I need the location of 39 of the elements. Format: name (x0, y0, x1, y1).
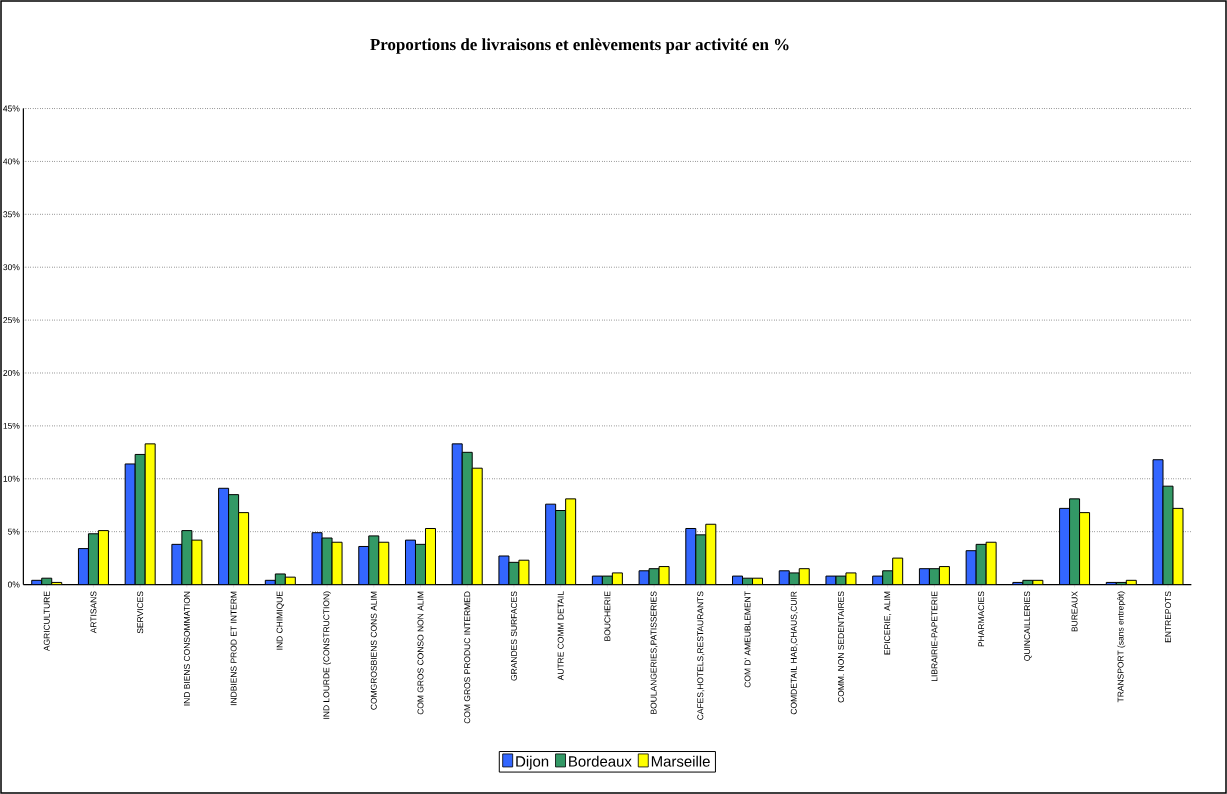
x-tick-label: ENTREPOTS (1165, 591, 1171, 643)
legend-label: Dijon (516, 755, 549, 770)
x-tick-label: LIBRAIRIE-PAPETERIE (931, 591, 938, 682)
y-tick-label: 40% (3, 158, 20, 165)
x-tick-label: CAFES,HOTELS,RESTAURANTS (697, 591, 705, 720)
x-tick-label: BOUCHERIE (604, 591, 611, 641)
y-tick-label: 10% (3, 475, 20, 482)
x-tick-label: IND BIENS CONSOMMATION (183, 591, 190, 706)
x-tick-label: GRANDES SURFACES (510, 591, 517, 681)
x-tick-label: BOULANGERIES,PATISSERIES (650, 591, 658, 714)
x-tick-label: COMGROSBIENS CONS ALIM (370, 591, 377, 710)
x-tick-label: QUINCAILLERIES (1024, 591, 1032, 661)
y-tick-label: 25% (3, 317, 20, 324)
x-tick-label: INDBIENS PROD ET INTERM (230, 591, 237, 706)
y-tick-label: 35% (3, 211, 20, 218)
legend-label: Bordeaux (569, 755, 632, 767)
y-tick-label: 45% (3, 105, 20, 112)
x-tick-label: COM D' AMEUBLEMENT (744, 591, 751, 688)
y-tick-label: 0% (7, 581, 20, 588)
y-tick-label: 20% (3, 370, 20, 376)
x-tick-label: SERVICES (137, 591, 144, 634)
y-tick-label: 5% (7, 528, 20, 535)
legend-label: Marseille (651, 755, 710, 767)
x-tick-label: BUREAUX (1071, 591, 1078, 632)
x-tick-label: TRANSPORT (sans entrepôt) (1117, 591, 1126, 703)
x-tick-label: AUTRE COMM DETAIL (557, 591, 564, 681)
x-tick-label: EPICERIE, ALIM (884, 591, 892, 655)
x-tick-label: PHARMACIES (978, 591, 985, 647)
y-tick-label: 15% (3, 422, 20, 429)
x-tick-label: COM GROS CONSO NON ALIM (417, 591, 424, 715)
y-tick-label: 30% (3, 264, 20, 271)
x-tick-label: IND CHIMIQUE (276, 591, 285, 650)
x-tick-label: AGRICULTURE (43, 591, 50, 652)
x-tick-label: COMM. NON SEDENTAIRES (837, 591, 844, 703)
chart-title: Proportions de livraisons et enlèvements par activité en % (370, 38, 789, 54)
x-tick-label: COMDETAIL HAB,CHAUS,CUIR (790, 591, 798, 715)
x-tick-label: COM GROS PRODUC INTERMED (464, 591, 471, 724)
x-tick-label: IND LOURDE (CONSTRUCTION) (323, 591, 331, 719)
x-tick-label: ARTISANS (90, 591, 97, 634)
